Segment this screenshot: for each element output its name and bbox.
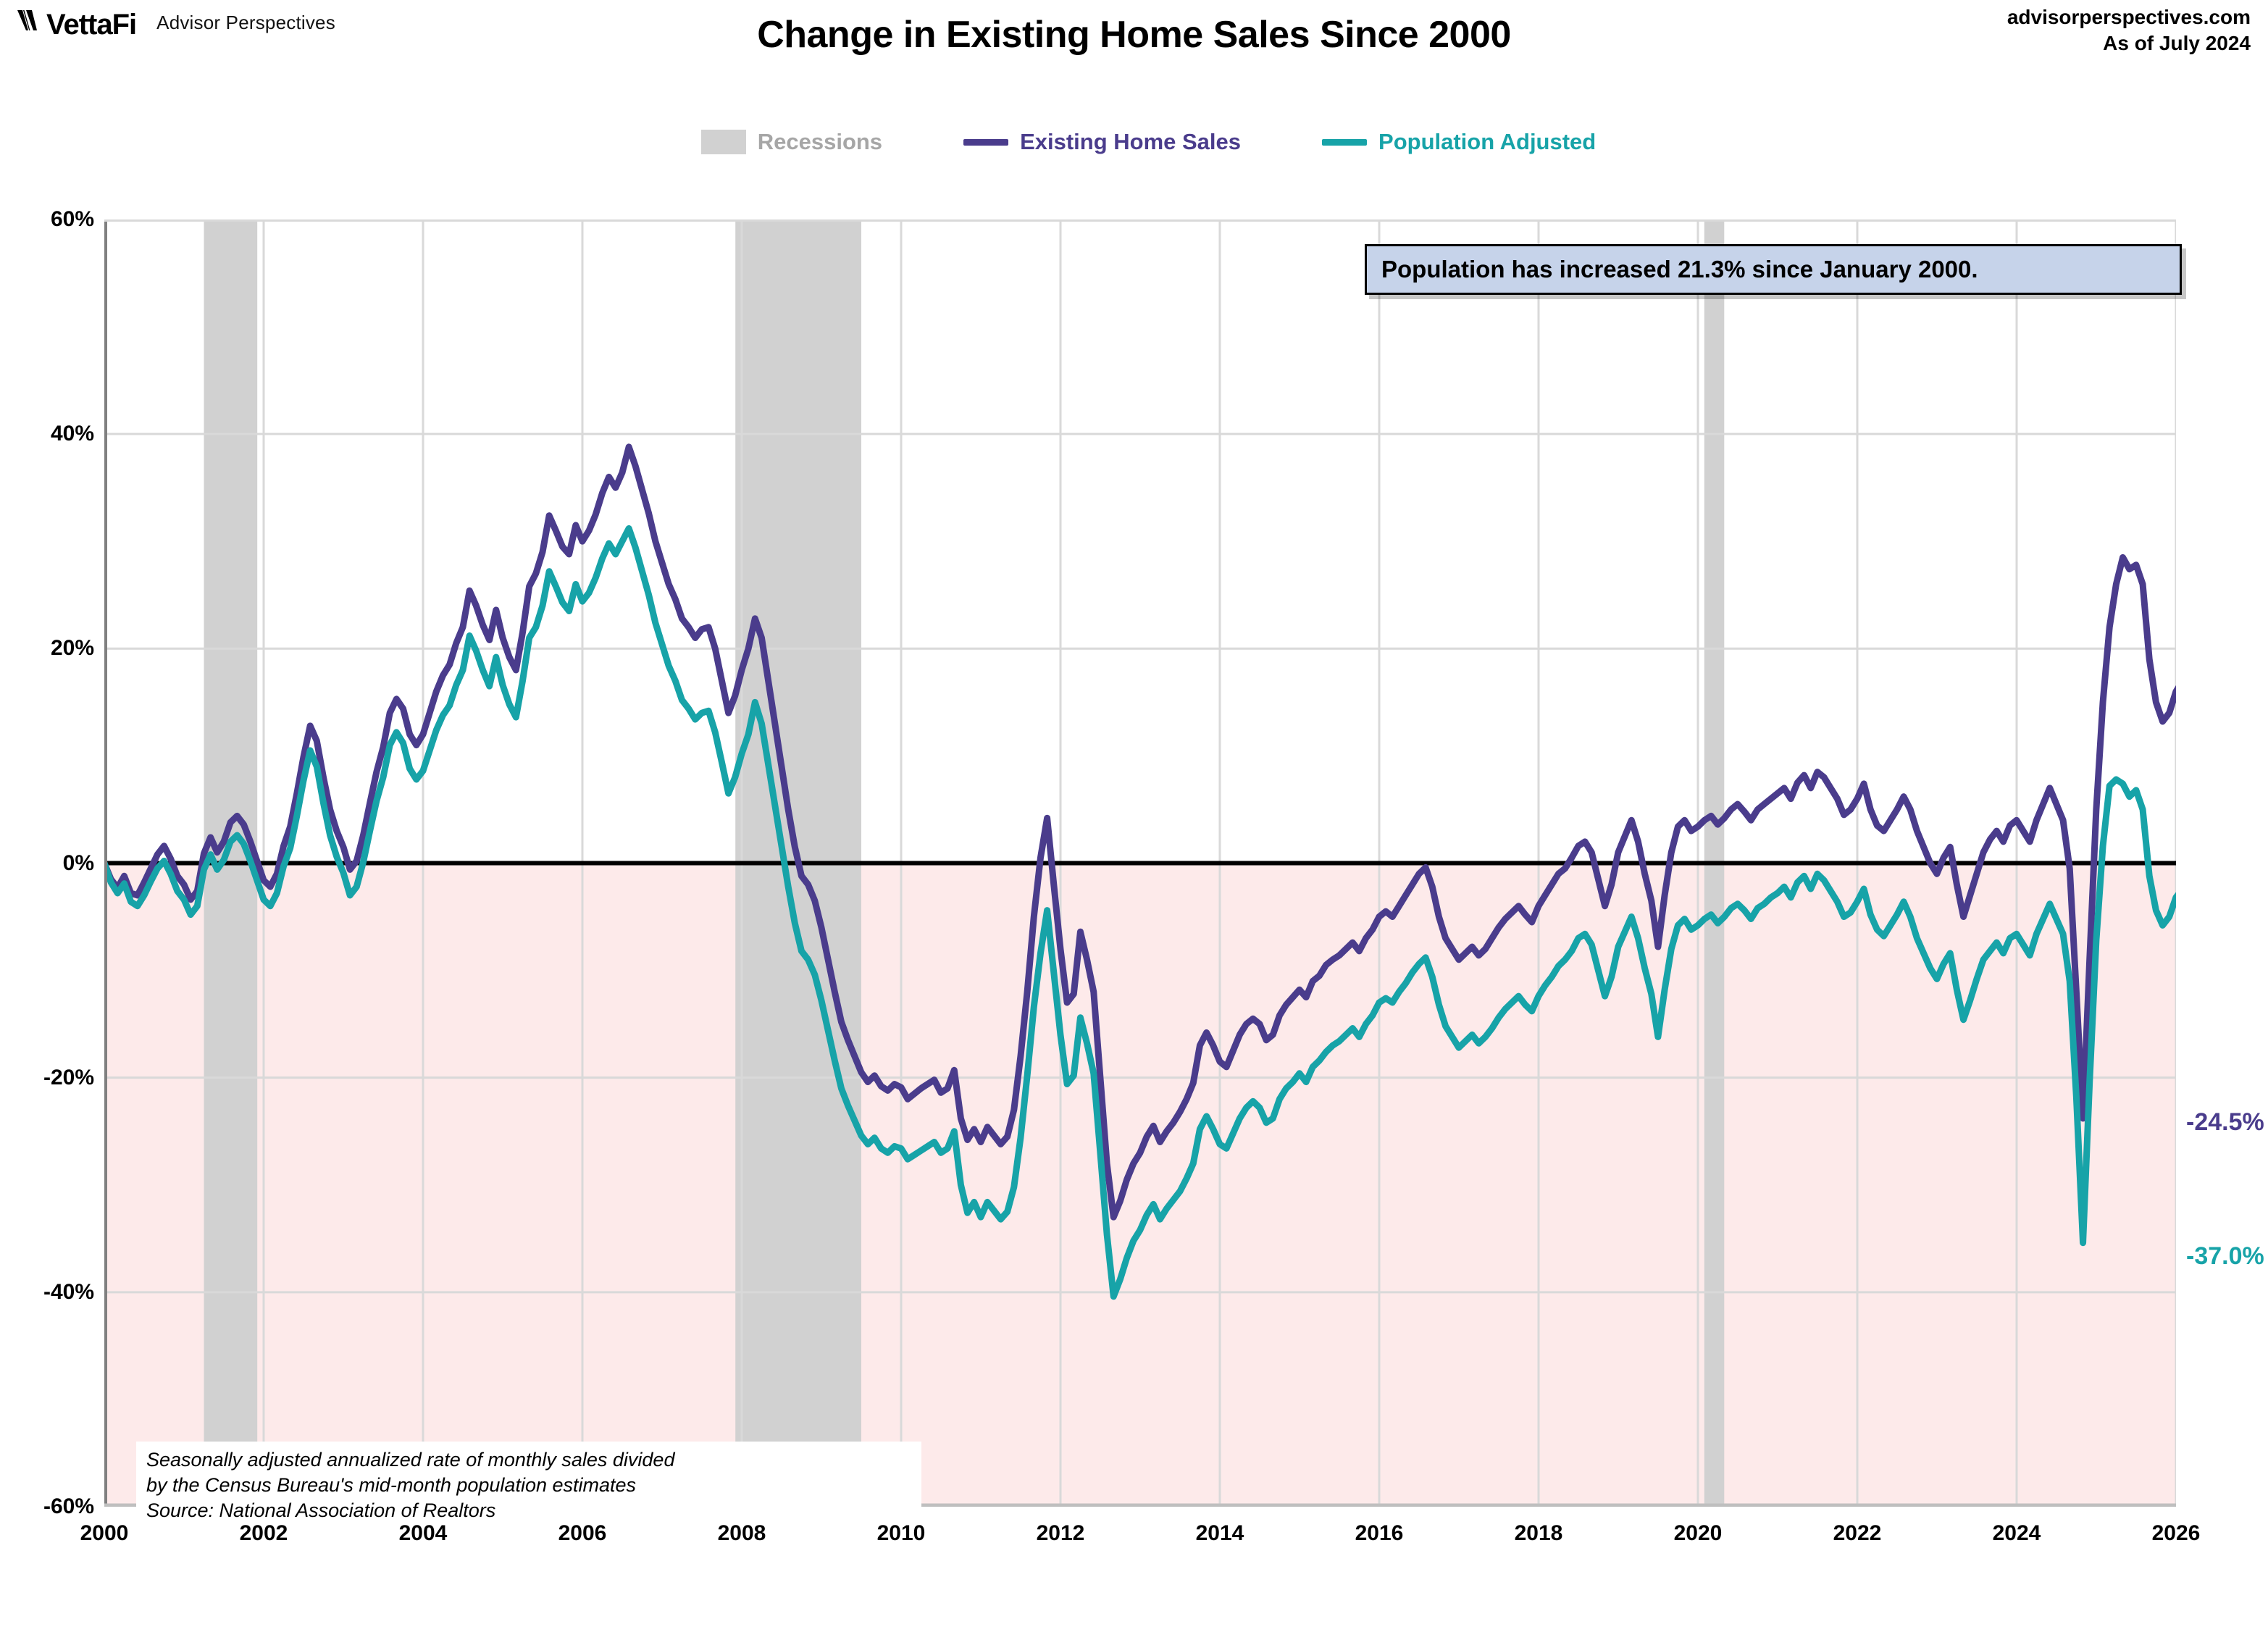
chart-plot-area	[104, 219, 2176, 1507]
x-tick-2014: 2014	[1195, 1521, 1244, 1545]
header-meta: advisorperspectives.com As of July 2024	[2007, 4, 2251, 57]
negative-region-fill	[104, 863, 2176, 1507]
vettafi-logo-mark	[17, 10, 37, 30]
population-callout-text: Population has increased 21.3% since Jan…	[1381, 256, 1978, 283]
legend-label-population-adjusted: Population Adjusted	[1378, 129, 1597, 154]
x-tick-2018: 2018	[1514, 1521, 1563, 1545]
population-callout: Population has increased 21.3% since Jan…	[1365, 244, 2182, 295]
chart-footnote: Seasonally adjusted annualized rate of m…	[136, 1442, 921, 1521]
x-tick-2000: 2000	[80, 1521, 129, 1545]
footnote-line-2: by the Census Bureau's mid-month populat…	[146, 1474, 637, 1496]
page-title: Change in Existing Home Sales Since 2000	[757, 14, 1511, 56]
legend-item-population-adjusted: Population Adjusted	[1322, 129, 1596, 155]
legend-item-existing-home-sales: Existing Home Sales	[963, 129, 1241, 155]
series-line-population-adjusted	[104, 524, 2176, 1300]
footnote-line-1: Seasonally adjusted annualized rate of m…	[146, 1449, 675, 1471]
x-tick-2006: 2006	[558, 1521, 607, 1545]
y-tick-neg60: -60%	[43, 1494, 94, 1518]
footnote-line-3: Source: National Association of Realtors	[146, 1499, 496, 1521]
y-tick-neg40: -40%	[43, 1279, 94, 1304]
existing-line-swatch-icon	[963, 138, 1009, 146]
chart-legend: Recessions Existing Home Sales Populatio…	[0, 129, 2268, 155]
x-tick-2012: 2012	[1036, 1521, 1085, 1545]
website-url: advisorperspectives.com	[2007, 6, 2251, 28]
x-tick-2010: 2010	[876, 1521, 926, 1545]
recession-swatch-icon	[700, 130, 746, 154]
x-tick-2008: 2008	[717, 1521, 766, 1545]
x-tick-2004: 2004	[398, 1521, 448, 1545]
population-line-swatch-icon	[1322, 138, 1368, 146]
x-tick-2020: 2020	[1673, 1521, 1723, 1545]
vettafi-logo-text: VettaFi	[46, 9, 137, 41]
x-tick-2002: 2002	[239, 1521, 288, 1545]
advisor-perspectives-label: Advisor Perspectives	[156, 11, 335, 33]
series-line-existing-home-sales	[104, 443, 2176, 1221]
y-tick-20: 20%	[50, 636, 94, 661]
x-tick-2026: 2026	[2151, 1521, 2201, 1545]
end-label-population-adjusted: -37.0%	[2186, 1242, 2264, 1271]
y-tick-0: 0%	[62, 850, 94, 875]
x-tick-2022: 2022	[1833, 1521, 1882, 1545]
brand-header: VettaFi Advisor Perspectives	[16, 6, 335, 39]
chart-svg	[104, 219, 2176, 1507]
end-label-existing-home-sales: -24.5%	[2186, 1108, 2264, 1137]
x-tick-2016: 2016	[1355, 1521, 1404, 1545]
y-tick-60: 60%	[50, 207, 94, 231]
y-tick-40: 40%	[50, 422, 94, 446]
y-tick-neg20: -20%	[43, 1065, 94, 1089]
legend-label-recessions: Recessions	[757, 129, 883, 154]
legend-item-recessions: Recessions	[700, 129, 883, 155]
as-of-date: As of July 2024	[2103, 32, 2251, 54]
vettafi-logo: VettaFi	[16, 6, 137, 41]
x-tick-2024: 2024	[1992, 1521, 2041, 1545]
legend-label-existing-home-sales: Existing Home Sales	[1020, 129, 1242, 154]
